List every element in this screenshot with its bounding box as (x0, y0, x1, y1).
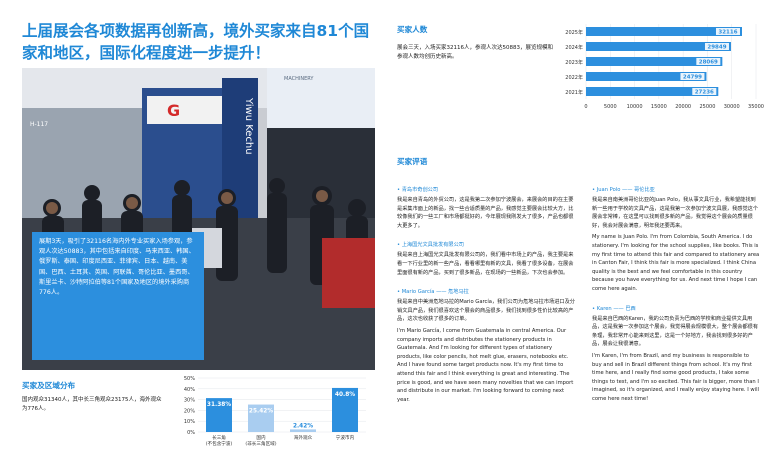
x-tick-label: (不包含宁波) (206, 440, 233, 447)
y-tick-label: 40% (184, 387, 195, 393)
buyer-quote: • Juan Polo —— 哥伦比亚我是来自南美洲哥伦比亚的Juan Polo… (592, 186, 760, 294)
quote-paragraph: 我是来自巴西的Karen，我的公司负责为巴西的学校和商业提供文具用品，这是我第一… (592, 315, 759, 348)
y-tick-label: 50% (184, 376, 195, 382)
buyer-count-title: 买家人数 (397, 25, 428, 34)
x-tick-label: 长三角 (212, 434, 226, 441)
data-label: 29849 (707, 45, 726, 51)
x-tick-label: 20000 (675, 104, 691, 110)
data-label: 32116 (718, 30, 737, 36)
bar (586, 72, 707, 81)
data-label-bg (692, 88, 717, 95)
photo-caption: 展期3天，吸引了32116名海内外专业买家入场参观，参观人次达50883，其中包… (32, 232, 204, 360)
crowd-photo-illustration: G Yiwu Kechu MACHINERY H-117 (22, 68, 375, 370)
y-tick-label: 2022年 (565, 74, 583, 81)
y-tick-label: 0% (187, 430, 195, 436)
data-label: 31.38% (207, 402, 231, 408)
x-tick-label: 0 (584, 104, 587, 110)
buyer-count-chart: 0 5000 10000 15000 20000 25000 30000 35000 2025年… (565, 24, 764, 110)
data-label: 25.42% (249, 409, 273, 415)
buyer-count-text: 展会三天，入场买家32116人，参观人次达50883，展览规模和参观人数均创历史… (397, 45, 553, 60)
data-label-bg (715, 28, 740, 35)
y-tick-label: 30% (184, 398, 195, 404)
buyer-distribution-title: 买家及区域分布 (22, 381, 76, 390)
quote-paragraph: I'm Mario García, I come from Guatemala … (397, 327, 574, 403)
data-label: 2.42% (293, 423, 313, 429)
x-tick-label: 国内 (256, 434, 266, 441)
x-tick-label: (非长三角区域) (245, 440, 276, 447)
headline: 上届展会各项数据再创新高，境外买家来自81个国家和地区，国际化程度进一步提升！ (22, 22, 370, 62)
bar (586, 57, 723, 66)
bar (586, 87, 719, 96)
y-tick-label: 2024年 (565, 44, 583, 51)
quote-paragraph: My name is Juan Polo. I'm from Colombia,… (592, 234, 760, 292)
booth-sign-vertical: Yiwu Kechu (243, 97, 254, 155)
data-label-bg (680, 73, 705, 80)
data-label: 40.8% (335, 392, 355, 398)
quote-author: • Mario García —— 危地马拉 (397, 289, 469, 296)
data-label-bg (704, 43, 729, 50)
x-tick-label: 30000 (724, 104, 740, 110)
quote-paragraph: I'm Karen, I'm from Brazil, and my busin… (592, 352, 759, 402)
data-label: 27236 (695, 90, 714, 96)
x-tick-label: 15000 (651, 104, 667, 110)
quote-paragraph: 我是来自中美洲危地马拉的Mario García，我们公司为危地马拉市场进口及分… (397, 299, 575, 323)
quote-author: • 青岛市奇创公司 (397, 187, 439, 193)
bar (586, 27, 742, 36)
quote-paragraph: 我是来自南美洲哥伦比亚的Juan Polo，我从事文具行业，我希望能找到新一些用… (592, 197, 759, 229)
bar (206, 398, 232, 432)
booth-logo: G (167, 101, 180, 120)
x-tick-label: 海外观众 (294, 434, 313, 441)
bar (290, 429, 316, 432)
quote-paragraph: 我是来自上海国光文具批发有限公司的，我们看中市场上的产品，我主要是来看一下行业里… (397, 252, 574, 276)
comments-left-column: • 青岛市奇创公司我是来自青岛的外贸公司，这是我第二次参加宁波展会，来展会的目的… (397, 186, 577, 415)
x-tick-label: 5000 (604, 104, 617, 110)
bar (332, 387, 358, 432)
region-distribution-chart: 0% 10% 20% 30% 40% 50% 31.38% 长三角(不包含宁波) 25.42% 国… (184, 376, 366, 447)
buyer-quote: • Karen —— 巴西我是来自巴西的Karen，我的公司负责为巴西的学校和商… (592, 305, 760, 404)
x-tick-label: 10000 (627, 104, 643, 110)
booth-number: H-117 (30, 121, 48, 128)
data-label: 28069 (699, 60, 718, 66)
quote-author: • Karen —— 巴西 (592, 305, 636, 312)
x-tick-label: 宁波市内 (336, 434, 355, 441)
bar (586, 42, 731, 51)
comments-title: 买家评语 (397, 157, 428, 166)
x-tick-label: 25000 (699, 104, 715, 110)
x-tick-label: 35000 (748, 104, 764, 110)
quote-author: • 上海国光文具批发有限公司 (397, 242, 464, 249)
buyer-distribution-text: 国内观众31340人，其中长三角观众23175人，海外观众为776人。 (22, 397, 162, 412)
y-tick-label: 20% (184, 408, 195, 414)
bar (248, 404, 274, 432)
quote-author: • Juan Polo —— 哥伦比亚 (592, 187, 655, 193)
y-tick-label: 2021年 (565, 89, 583, 96)
y-tick-label: 2025年 (565, 29, 583, 36)
y-tick-label: 10% (184, 419, 195, 425)
data-label: 24799 (683, 75, 702, 81)
buyer-quote: • 青岛市奇创公司我是来自青岛的外贸公司，这是我第二次参加宁波展会，来展会的目的… (397, 186, 577, 230)
buyer-quote: • 上海国光文具批发有限公司我是来自上海国光文具批发有限公司的，我们看中市场上的… (397, 241, 577, 277)
quote-paragraph: 我是来自青岛的外贸公司，这是我第二次参加宁波展会，来展会的目的在主要是采集市面上… (397, 197, 574, 229)
exhibition-photo: G Yiwu Kechu MACHINERY H-117 (22, 68, 375, 370)
booth-sign-machinery: MACHINERY (284, 76, 314, 82)
y-tick-label: 2023年 (565, 59, 583, 66)
data-label-bg (696, 58, 721, 65)
comments-right-column: • Juan Polo —— 哥伦比亚我是来自南美洲哥伦比亚的Juan Polo… (592, 186, 760, 414)
buyer-quote: • Mario García —— 危地马拉我是来自中美洲危地马拉的Mario … (397, 288, 577, 404)
